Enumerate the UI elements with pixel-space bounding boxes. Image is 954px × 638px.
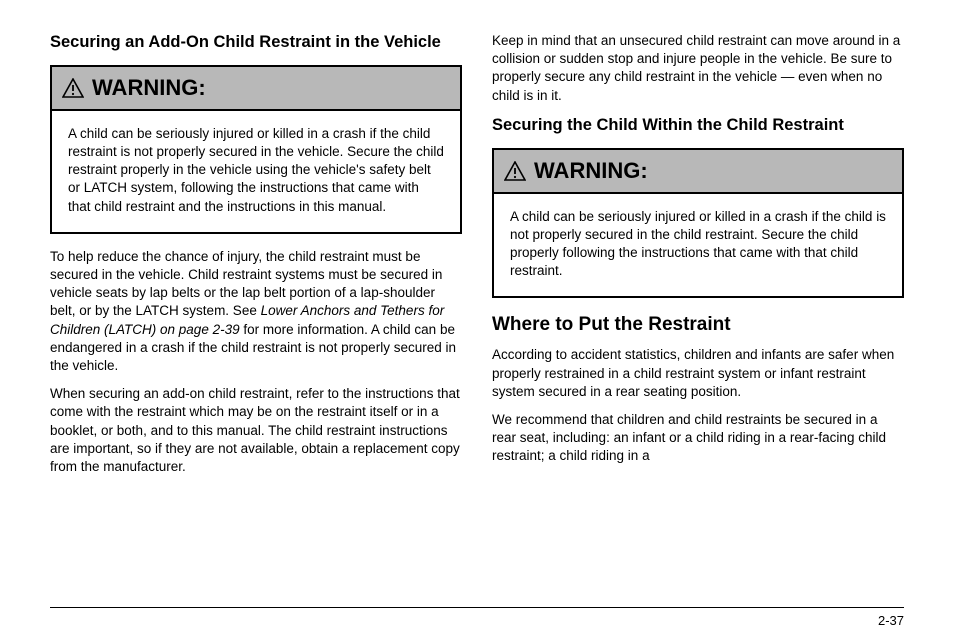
warning-header: WARNING:: [494, 150, 902, 194]
warning-label: WARNING:: [92, 75, 206, 101]
left-column: Securing an Add-On Child Restraint in th…: [50, 32, 462, 592]
right-column: Keep in mind that an unsecured child res…: [492, 32, 904, 592]
paragraph: Keep in mind that an unsecured child res…: [492, 32, 904, 105]
page-number: 2-37: [878, 613, 904, 628]
two-column-layout: Securing an Add-On Child Restraint in th…: [50, 32, 904, 592]
paragraph: To help reduce the chance of injury, the…: [50, 248, 462, 376]
warning-callout: WARNING: A child can be seriously injure…: [492, 148, 904, 299]
paragraph: We recommend that children and child res…: [492, 411, 904, 466]
warning-triangle-icon: [504, 161, 526, 181]
footer-rule: [50, 607, 904, 608]
paragraph: According to accident statistics, childr…: [492, 346, 904, 401]
section-heading: Securing an Add-On Child Restraint in th…: [50, 32, 462, 53]
warning-body-text: A child can be seriously injured or kill…: [494, 194, 902, 297]
section-heading-main: Where to Put the Restraint: [492, 314, 904, 336]
warning-callout: WARNING: A child can be seriously injure…: [50, 65, 462, 234]
section-heading: Securing the Child Within the Child Rest…: [492, 115, 904, 136]
warning-label: WARNING:: [534, 158, 648, 184]
warning-body-text: A child can be seriously injured or kill…: [52, 111, 460, 232]
warning-triangle-icon: [62, 78, 84, 98]
paragraph: When securing an add-on child restraint,…: [50, 385, 462, 476]
warning-header: WARNING:: [52, 67, 460, 111]
